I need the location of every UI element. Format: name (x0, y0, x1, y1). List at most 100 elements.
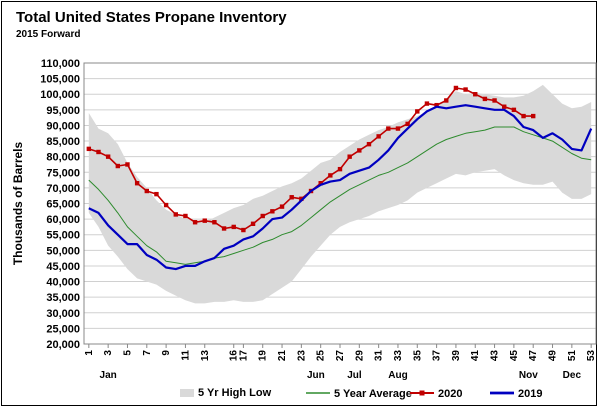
data-point-2020 (328, 173, 333, 178)
legend-label-2019: 2019 (518, 388, 542, 400)
x-tick-label: 37 (432, 350, 443, 362)
y-tick-label: 95,000 (46, 105, 80, 117)
month-label: Jun (307, 370, 325, 381)
month-label: Jul (347, 370, 362, 381)
x-tick-label: 29 (354, 350, 365, 362)
y-tick-label: 45,000 (46, 261, 80, 273)
data-point-2020 (473, 92, 478, 97)
data-point-2020 (415, 109, 420, 114)
data-point-2020 (289, 195, 294, 200)
data-point-2020 (357, 148, 362, 153)
data-point-2020 (424, 101, 430, 106)
x-tick-label: 23 (296, 350, 307, 362)
y-tick-label: 25,000 (46, 323, 80, 335)
data-point-2020 (125, 162, 130, 167)
y-tick-label: 50,000 (46, 245, 80, 257)
legend-marker-2020 (419, 390, 425, 396)
x-tick-label: 31 (374, 350, 385, 362)
x-tick-label: 33 (393, 350, 404, 362)
y-tick-label: 80,000 (46, 152, 80, 164)
data-point-2020 (279, 204, 285, 209)
x-tick-label: 5 (122, 350, 133, 356)
data-point-2020 (395, 126, 401, 131)
data-point-2020 (231, 224, 236, 230)
data-point-2020 (434, 102, 439, 108)
y-tick-label: 55,000 (46, 230, 80, 242)
x-tick-label: 41 (470, 350, 481, 362)
x-tick-label: 1 (84, 350, 95, 356)
legend-swatch-band (180, 389, 194, 397)
data-point-2020 (163, 202, 169, 208)
data-point-2020 (502, 104, 507, 109)
data-point-2020 (144, 188, 149, 194)
y-tick-label: 20,000 (46, 339, 80, 351)
data-point-2020 (463, 87, 468, 92)
data-point-2020 (482, 96, 488, 102)
y-tick-label: 60,000 (46, 214, 80, 226)
month-label: Nov (519, 370, 538, 381)
x-tick-label: 25 (316, 350, 327, 362)
y-tick-label: 75,000 (46, 167, 80, 179)
data-point-2020 (492, 98, 497, 103)
legend-label-2020: 2020 (438, 388, 462, 400)
x-tick-label: 7 (142, 350, 153, 356)
data-point-2020 (202, 218, 207, 223)
data-point-2020 (347, 154, 352, 159)
x-tick-label: 3 (103, 350, 114, 356)
data-point-2020 (183, 213, 188, 219)
y-tick-label: 70,000 (46, 183, 80, 195)
x-tick-label: 19 (258, 350, 269, 362)
x-tick-label: 13 (200, 350, 211, 362)
data-point-2020 (366, 141, 372, 147)
month-label: Aug (388, 370, 407, 381)
y-axis-title: Thousands of Barrels (11, 141, 25, 265)
chart-subtitle: 2015 Forward (16, 29, 81, 40)
y-tick-label: 110,000 (41, 58, 80, 70)
data-point-2020 (453, 85, 459, 91)
series-line-5-year-average (88, 126, 592, 265)
y-tick-label: 35,000 (46, 292, 80, 304)
data-point-2020 (105, 154, 111, 159)
x-tick-label: 11 (180, 350, 191, 361)
legend-label-5 Year Average: 5 Year Average (334, 388, 412, 400)
data-point-2020 (270, 209, 275, 214)
data-point-2020 (96, 149, 101, 155)
data-point-2020 (115, 163, 121, 169)
x-tick-label: 45 (509, 350, 520, 362)
x-tick-label: 21 (277, 350, 288, 362)
data-point-2020 (521, 113, 526, 119)
y-tick-label: 65,000 (46, 199, 80, 211)
data-point-2020 (212, 220, 217, 225)
y-tick-label: 105,000 (40, 74, 80, 86)
data-point-2020 (337, 166, 343, 172)
data-point-2020 (173, 212, 178, 217)
x-tick-label: 17 (238, 350, 249, 362)
month-label: Jan (100, 370, 117, 381)
data-point-2020 (386, 126, 391, 131)
x-tick-label: 39 (451, 350, 462, 362)
x-tick-label: 53 (586, 350, 597, 362)
chart-title: Total United States Propane Inventory (16, 9, 287, 26)
data-point-2020 (250, 221, 256, 226)
y-tick-label: 85,000 (46, 136, 80, 148)
data-point-2020 (511, 107, 517, 113)
x-tick-label: 27 (335, 350, 346, 362)
x-tick-label: 43 (490, 350, 501, 362)
x-tick-label: 51 (567, 350, 578, 362)
x-tick-label: 35 (412, 350, 423, 362)
x-tick-label: 9 (161, 350, 172, 356)
data-point-2020 (154, 191, 159, 197)
legend-label-band: 5 Yr High Low (198, 387, 272, 399)
month-label: Dec (563, 370, 582, 381)
band-5yr-high-low (88, 84, 592, 304)
data-point-2020 (376, 134, 381, 139)
data-point-2020 (221, 226, 227, 231)
data-point-2020 (444, 98, 449, 103)
series-line-2019 (88, 104, 593, 271)
y-tick-label: 90,000 (46, 120, 80, 132)
data-point-2020 (86, 146, 92, 152)
y-tick-label: 100,000 (40, 89, 80, 101)
y-tick-label: 30,000 (46, 308, 80, 320)
data-point-2020 (192, 220, 198, 225)
